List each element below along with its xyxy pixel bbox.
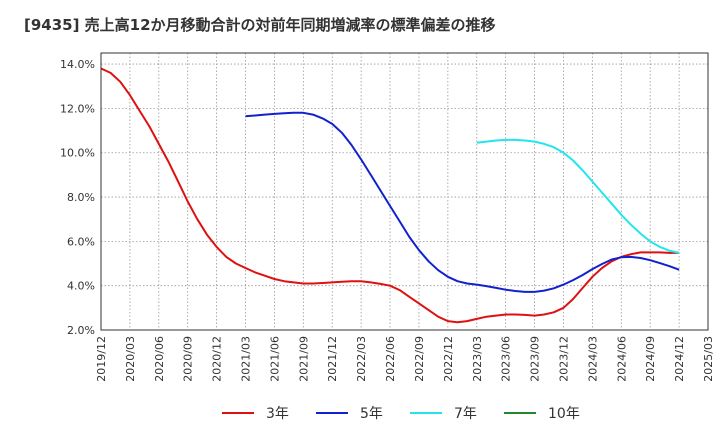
y-tick-label: 8.0% xyxy=(67,191,95,204)
chart-title: [9435] 売上高12か月移動合計の対前年同期増減率の標準偏差の推移 xyxy=(24,16,496,34)
x-axis: 2019/12 2020/03 2020/06 2020/09 2020/12 2021/… xyxy=(95,336,715,382)
x-tick-label: 2020/12 xyxy=(211,336,224,382)
x-tick-label: 2020/03 xyxy=(124,336,137,382)
x-tick-label: 2023/06 xyxy=(500,336,513,382)
x-tick-label: 2022/12 xyxy=(442,336,455,382)
y-tick-label: 12.0% xyxy=(60,102,95,115)
legend: 3年 5年 7年 10年 xyxy=(222,406,580,422)
x-tick-label: 2024/06 xyxy=(615,336,628,382)
series-line-2 xyxy=(476,138,680,254)
x-tick-label: 2024/03 xyxy=(586,336,599,382)
y-tick-label: 10.0% xyxy=(60,147,95,160)
y-tick-label: 14.0% xyxy=(60,58,95,71)
y-tick-label: 4.0% xyxy=(67,280,95,293)
plot-area xyxy=(101,53,708,330)
legend-label-0: 3年 xyxy=(266,406,289,422)
x-tick-label: 2024/09 xyxy=(644,336,657,382)
legend-label-3: 10年 xyxy=(548,406,580,422)
x-tick-label: 2023/09 xyxy=(529,336,542,382)
x-tick-label: 2023/12 xyxy=(557,336,570,382)
y-tick-label: 6.0% xyxy=(67,235,95,248)
x-tick-label: 2023/03 xyxy=(471,336,484,382)
x-tick-label: 2021/06 xyxy=(268,336,281,382)
series-lines xyxy=(100,67,680,324)
x-tick-label: 2024/12 xyxy=(673,336,686,382)
legend-label-2: 7年 xyxy=(454,406,477,422)
x-tick-label: 2025/03 xyxy=(702,336,715,382)
x-tick-label: 2020/09 xyxy=(182,336,195,382)
y-tick-label: 2.0% xyxy=(67,324,95,337)
legend-label-1: 5年 xyxy=(360,406,383,422)
x-tick-label: 2021/03 xyxy=(240,336,253,382)
x-tick-label: 2019/12 xyxy=(95,336,108,382)
x-tick-label: 2021/09 xyxy=(297,336,310,382)
y-axis: 2.0% 4.0% 6.0% 8.0% 10.0% 12.0% 14.0% xyxy=(60,58,95,337)
x-tick-label: 2022/09 xyxy=(413,336,426,382)
x-tick-label: 2022/03 xyxy=(355,336,368,382)
x-tick-label: 2022/06 xyxy=(384,336,397,382)
x-tick-label: 2021/12 xyxy=(326,336,339,382)
series-line-1 xyxy=(245,111,680,293)
plot-frame xyxy=(100,52,709,331)
x-tick-label: 2020/06 xyxy=(153,336,166,382)
series-line-0 xyxy=(100,67,680,324)
